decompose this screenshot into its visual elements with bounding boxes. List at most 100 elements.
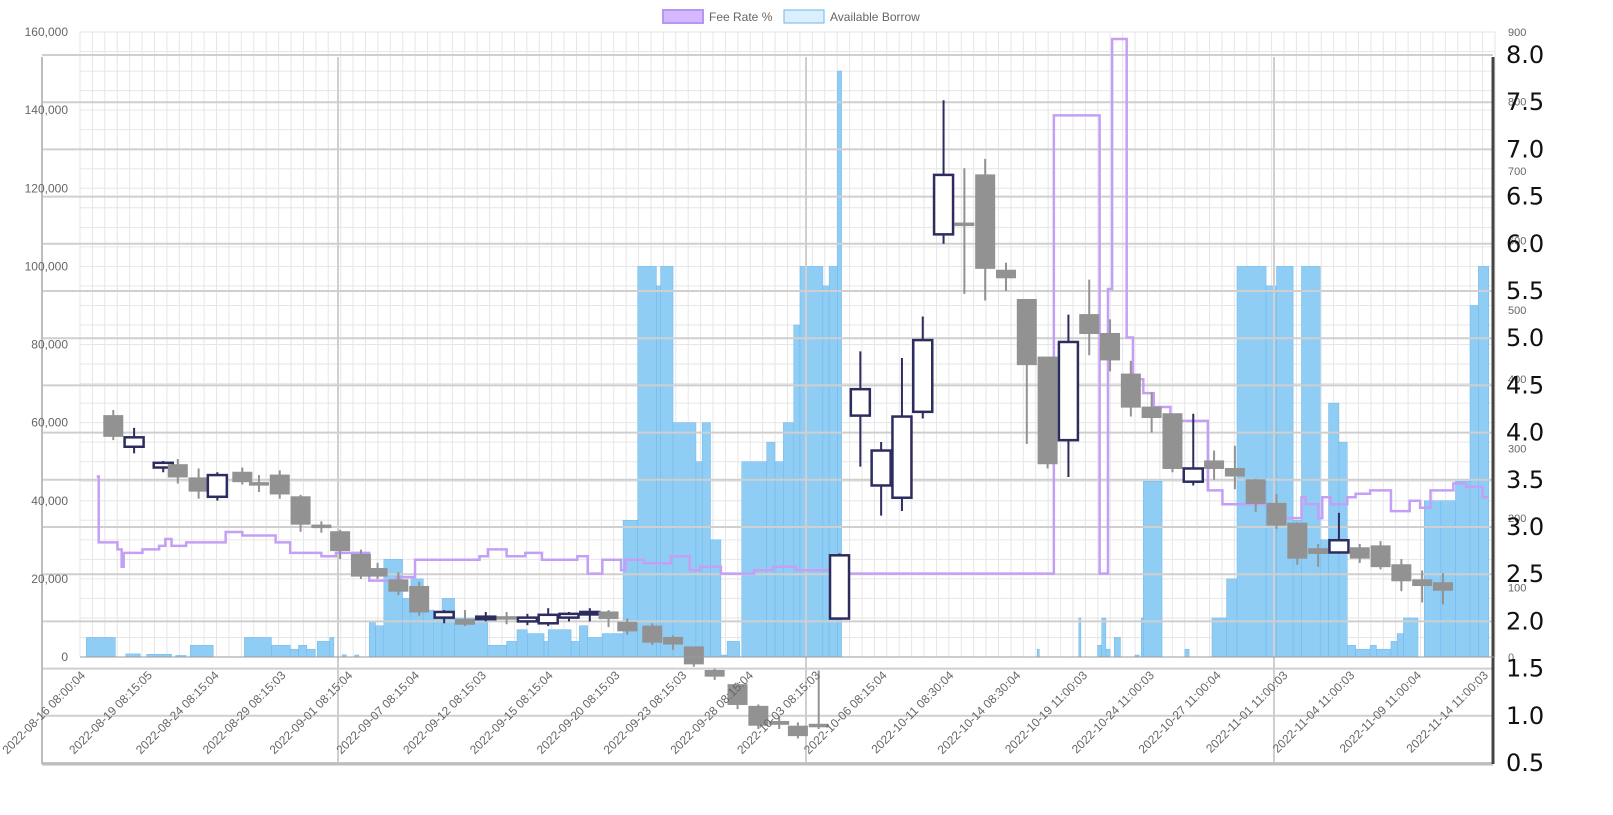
candle-body-up <box>516 616 539 623</box>
bar-available-borrow <box>1301 266 1321 658</box>
legend-swatch-available-borrow[interactable] <box>783 9 825 24</box>
y-tick-label-fee-rate: 400 <box>1508 374 1526 386</box>
candle-body-up <box>891 415 913 499</box>
bar-available-borrow <box>506 641 518 658</box>
bar-available-borrow <box>1355 648 1371 658</box>
bar-available-borrow <box>1236 266 1267 658</box>
y-tick-label-fee-rate: 700 <box>1508 166 1526 178</box>
candle-body-up <box>870 449 892 487</box>
y-tick-label-price: 7.5 <box>1506 88 1544 116</box>
candle-body-up <box>932 173 955 236</box>
candle-body-up <box>1182 467 1205 483</box>
candle-body-down <box>727 684 748 705</box>
fee-rate-series-line <box>96 37 1489 582</box>
bar-available-borrow <box>1276 266 1294 658</box>
bar-available-borrow <box>441 598 455 658</box>
bar-available-borrow <box>1036 648 1040 658</box>
y-tick-label-price: 2.0 <box>1506 607 1544 635</box>
y-tick-label-fee-rate: 800 <box>1508 96 1526 108</box>
candle-body-up <box>206 473 229 499</box>
bar-available-borrow <box>1455 480 1471 658</box>
candle-body-up <box>828 554 851 620</box>
bar-available-borrow <box>487 645 507 658</box>
bar-available-borrow <box>1328 402 1340 658</box>
bar-available-borrow <box>1396 633 1404 658</box>
bar-available-borrow <box>1211 617 1227 658</box>
bar-available-borrow <box>85 637 116 658</box>
candle-body-down <box>1308 548 1329 554</box>
y-tick-label-fee-rate: 900 <box>1508 27 1526 39</box>
candle-body-down <box>1266 502 1287 526</box>
y-tick-label-available-borrow: 0 <box>61 650 68 664</box>
candle-body-down <box>954 222 975 227</box>
y-ticks-price: 0.5 1.0 1.5 2.0 2.5 3.0 3.5 4.0 4.5 5.0 5.5 6.0 6.5 7… <box>1506 41 1544 777</box>
bar-available-borrow <box>660 266 674 658</box>
candle-body-down <box>598 611 619 620</box>
bar-available-borrow <box>1113 637 1121 658</box>
bar-available-borrow <box>1424 500 1442 658</box>
y-tick-label-price: 8.0 <box>1506 41 1544 69</box>
bar-available-borrow <box>1101 617 1107 658</box>
candle-body-down <box>975 174 996 269</box>
bar-available-borrow <box>329 637 335 658</box>
bar-available-borrow <box>516 629 528 658</box>
candle-body-down <box>1204 460 1225 469</box>
y-tick-label-price: 5.0 <box>1506 324 1544 352</box>
candle-body-down <box>1016 298 1037 366</box>
candle-body-down <box>995 269 1016 279</box>
legend-label-fee-rate[interactable]: Fee Rate % <box>709 10 773 24</box>
candle-body-down <box>1391 564 1412 582</box>
legend-swatch-fee-rate[interactable] <box>662 9 704 24</box>
bar-available-borrow <box>1347 645 1356 658</box>
candle-body-down <box>748 705 769 726</box>
y-tick-label-price: 6.5 <box>1506 183 1544 211</box>
bar-available-borrow <box>433 617 443 658</box>
bar-available-borrow <box>289 648 299 658</box>
candle-body-down <box>787 725 808 737</box>
grid-coarse <box>42 54 1493 764</box>
candle-body-up <box>912 338 934 414</box>
y-tick-label-available-borrow: 140,000 <box>25 103 69 117</box>
bar-available-borrow <box>1319 539 1329 658</box>
bar-available-borrow <box>587 637 603 658</box>
y-tick-label-fee-rate: 300 <box>1508 444 1526 456</box>
candle-body-down <box>1287 522 1308 559</box>
candle-body-down <box>188 477 209 492</box>
y-tick-label-price: 3.0 <box>1506 513 1544 541</box>
y-tick-label-fee-rate: 500 <box>1508 305 1526 317</box>
bar-available-borrow <box>1078 617 1082 658</box>
y-tick-label-available-borrow: 80,000 <box>31 338 68 352</box>
y-tick-label-price: 7.0 <box>1506 135 1544 163</box>
candle-body-down <box>617 621 638 632</box>
candle-body-down <box>388 579 409 592</box>
candle-body-down <box>290 496 311 525</box>
bar-available-borrow <box>579 625 588 658</box>
bar-available-borrow <box>368 621 376 658</box>
bar-available-borrow <box>695 461 703 658</box>
y-tick-label-price: 6.0 <box>1506 230 1544 258</box>
bar-available-borrow <box>298 645 308 658</box>
legend-label-available-borrow[interactable]: Available Borrow <box>830 10 920 24</box>
y-tick-label-price: 4.0 <box>1506 419 1544 447</box>
bar-available-borrow <box>799 266 824 658</box>
bar-available-borrow <box>543 641 549 658</box>
candle-body-down <box>454 619 475 625</box>
bar-available-borrow <box>766 441 776 658</box>
candle-body-down <box>367 568 388 577</box>
candle-body-down <box>1141 406 1162 418</box>
bar-available-borrow <box>306 648 316 658</box>
y-tick-label-price: 5.5 <box>1506 277 1544 305</box>
y-tick-label-available-borrow: 100,000 <box>25 259 69 273</box>
fee-rate-line <box>96 37 1489 582</box>
candle-body-down <box>769 720 790 725</box>
candle-body-down <box>330 531 351 552</box>
bar-available-borrow <box>741 461 767 658</box>
bar-available-borrow <box>622 520 638 658</box>
candle-body-down <box>269 474 290 495</box>
bar-available-borrow <box>602 633 624 658</box>
bar-available-borrow <box>375 625 385 658</box>
bar-available-borrow <box>1105 648 1111 658</box>
y-tick-label-price: 4.5 <box>1506 371 1544 399</box>
